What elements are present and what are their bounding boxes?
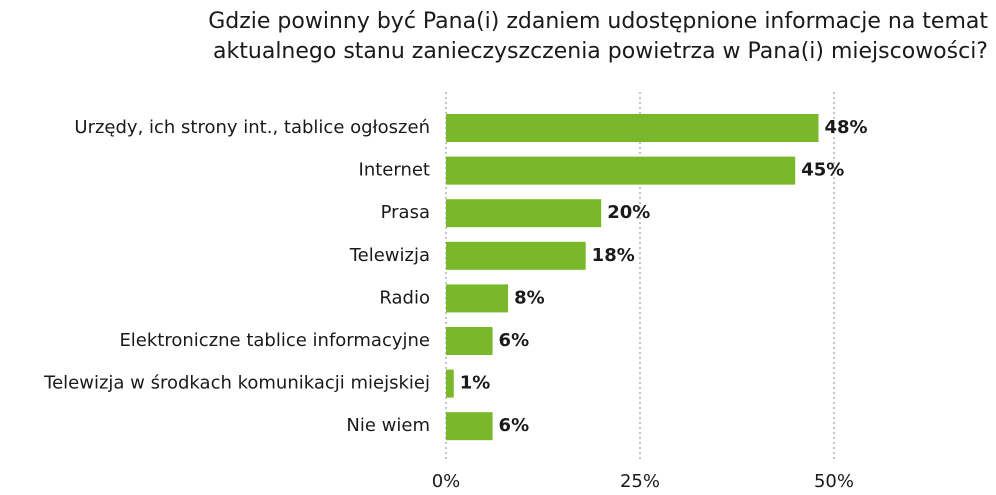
value-label: 20% bbox=[607, 202, 650, 223]
bar bbox=[446, 199, 602, 228]
bar bbox=[446, 114, 819, 142]
y-tick-label: Telewizja w środkach komunikacji miejski… bbox=[43, 373, 430, 394]
y-tick-label: Elektroniczne tablice informacyjne bbox=[119, 330, 430, 351]
y-tick-label: Nie wiem bbox=[346, 415, 430, 436]
y-tick-label: Radio bbox=[379, 287, 430, 308]
y-tick-label: Internet bbox=[359, 160, 430, 181]
bar bbox=[446, 241, 586, 270]
value-label: 1% bbox=[460, 373, 491, 394]
chart-title: Gdzie powinny być Pana(i) zdaniem udostę… bbox=[208, 9, 988, 34]
bar bbox=[446, 284, 509, 313]
bar bbox=[446, 156, 796, 185]
value-label: 6% bbox=[499, 330, 530, 351]
y-tick-label: Urzędy, ich strony int., tablice ogłosze… bbox=[74, 117, 430, 138]
y-tick-label: Telewizja bbox=[349, 245, 430, 266]
value-label: 45% bbox=[801, 160, 844, 181]
value-label: 6% bbox=[499, 415, 530, 436]
value-label: 8% bbox=[514, 287, 545, 308]
value-label: 48% bbox=[824, 117, 867, 138]
bar bbox=[446, 369, 454, 398]
chart-title: aktualnego stanu zanieczyszczenia powiet… bbox=[213, 39, 988, 64]
x-tick-label: 50% bbox=[814, 471, 854, 492]
value-label: 18% bbox=[592, 245, 635, 266]
bar bbox=[446, 412, 493, 441]
x-tick-label: 25% bbox=[620, 471, 660, 492]
bar bbox=[446, 327, 493, 355]
x-tick-label: 0% bbox=[432, 471, 461, 492]
y-tick-label: Prasa bbox=[381, 202, 430, 223]
